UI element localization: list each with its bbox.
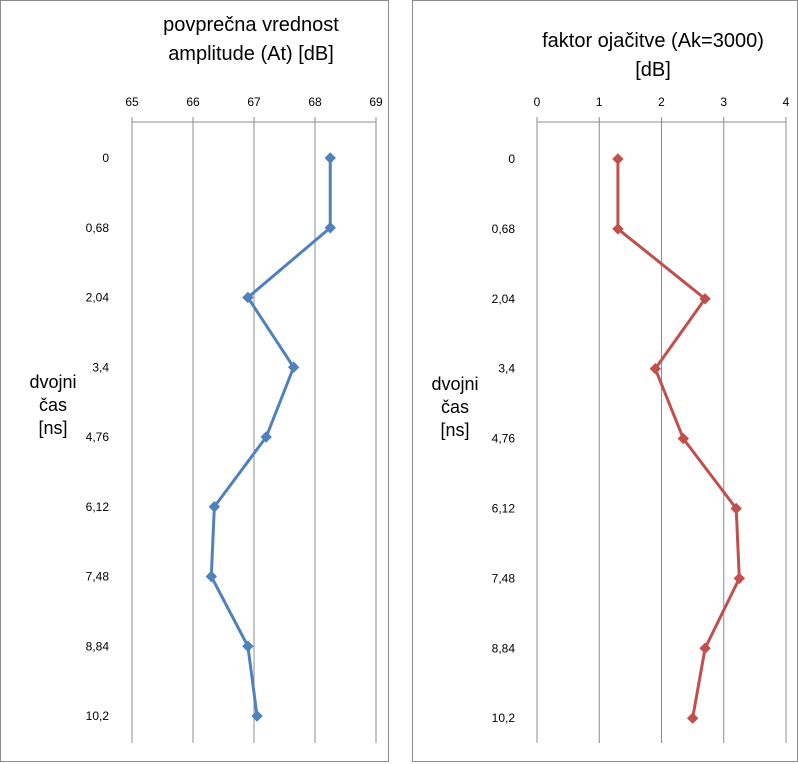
chart-title-line: [dB] <box>635 59 671 81</box>
y-category-label: 8,84 <box>492 641 516 655</box>
amplitude-chart: povprečna vrednost amplitude (At) [dB] 65 6… <box>29 14 383 743</box>
y-axis-title-line: [ns] <box>440 420 469 440</box>
y-category-label: 2,04 <box>492 292 516 306</box>
x-tick-label: 65 <box>125 95 139 109</box>
data-point-marker <box>612 223 624 235</box>
y-category-label: 7,48 <box>86 570 110 584</box>
y-axis-title-line: čas <box>441 397 469 417</box>
data-point-marker <box>677 432 689 445</box>
y-category-label: 4,76 <box>492 432 516 446</box>
x-tick-label: 66 <box>186 95 200 109</box>
x-tick-label: 4 <box>783 95 790 109</box>
y-category-label: 3,4 <box>498 362 515 376</box>
data-point-marker <box>205 570 218 583</box>
x-tick-label: 1 <box>596 95 603 109</box>
y-axis-title-line: [ns] <box>38 418 67 438</box>
chart-title-line: amplitude (At) [dB] <box>168 43 334 65</box>
gain-factor-chart-panel: faktor ojačitve (Ak=3000) [dB] 0 1 2 3 4 0 0,68 2… <box>412 0 798 762</box>
x-tick-label: 2 <box>658 95 665 109</box>
data-point-marker <box>287 361 300 373</box>
data-point-marker <box>324 152 336 164</box>
data-point-marker <box>612 153 624 165</box>
y-category-label: 0 <box>508 152 515 166</box>
y-category-label: 0,68 <box>86 221 110 235</box>
y-category-label: 10,2 <box>492 711 516 725</box>
y-category-label: 4,76 <box>86 430 110 444</box>
y-category-label: 10,2 <box>86 709 110 723</box>
data-point-marker <box>260 431 272 443</box>
y-axis-title-line: dvojni <box>431 374 478 394</box>
y-category-label: 3,4 <box>92 360 109 374</box>
data-point-marker <box>242 640 254 652</box>
y-category-label: 7,48 <box>492 571 516 585</box>
chart-title-line: povprečna vrednost <box>163 14 339 36</box>
gain-factor-chart: faktor ojačitve (Ak=3000) [dB] 0 1 2 3 4 0 0,68 2… <box>431 30 790 743</box>
x-tick-label: 69 <box>369 95 383 109</box>
data-point-marker <box>686 712 699 724</box>
y-axis-title-line: čas <box>39 395 67 415</box>
amplitude-chart-panel: povprečna vrednost amplitude (At) [dB] 65 6… <box>0 0 389 762</box>
data-point-marker <box>699 293 711 305</box>
data-point-marker <box>324 222 336 234</box>
y-category-label: 2,04 <box>86 291 110 305</box>
y-category-label: 0 <box>102 151 109 165</box>
x-tick-label: 67 <box>247 95 261 109</box>
y-category-label: 6,12 <box>86 500 110 514</box>
data-point-marker <box>242 291 254 304</box>
x-tick-label: 3 <box>720 95 727 109</box>
y-axis-title-line: dvojni <box>29 372 76 392</box>
data-point-marker <box>251 710 263 722</box>
chart-title-line: faktor ojačitve (Ak=3000) <box>542 30 764 52</box>
y-category-label: 6,12 <box>492 502 516 516</box>
data-point-marker <box>733 572 746 585</box>
x-tick-label: 0 <box>534 95 541 109</box>
x-tick-label: 68 <box>308 95 322 109</box>
data-point-marker <box>699 642 711 655</box>
data-point-marker <box>730 502 742 515</box>
y-category-label: 0,68 <box>492 222 516 236</box>
y-category-label: 8,84 <box>86 639 110 653</box>
data-point-marker <box>208 501 221 513</box>
data-point-marker <box>649 362 661 375</box>
